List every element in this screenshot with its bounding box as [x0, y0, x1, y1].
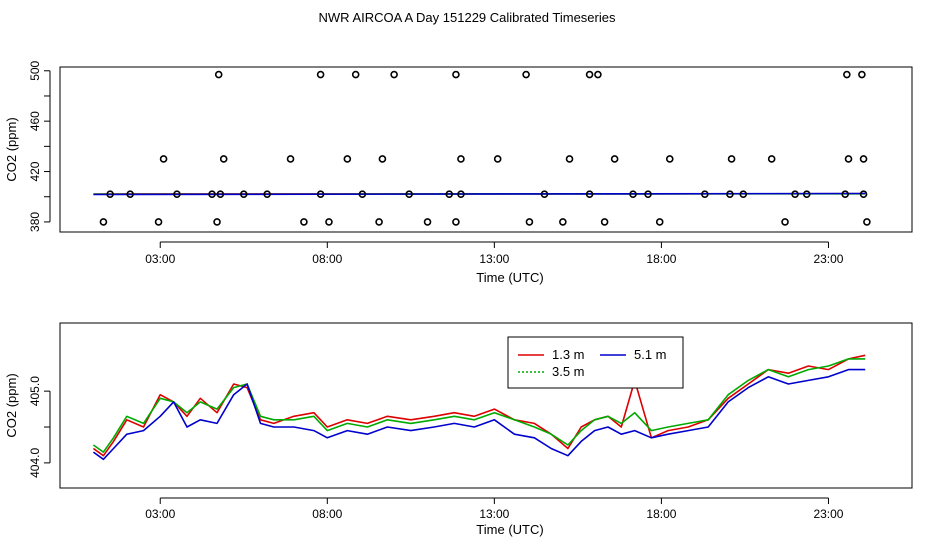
data-point — [859, 155, 868, 163]
data-point — [522, 70, 530, 79]
data-point — [701, 190, 709, 199]
data-point — [106, 190, 114, 199]
series-line-5-1-m — [92, 368, 866, 461]
data-point — [844, 155, 853, 163]
y-tick-label: 500 — [28, 60, 42, 80]
x-tick-label: 18:00 — [646, 507, 676, 521]
x-tick-label: 03:00 — [145, 252, 175, 266]
data-point — [358, 190, 367, 199]
y-tick-label: 460 — [28, 111, 42, 131]
y-tick-label: 404.0 — [28, 448, 42, 478]
x-tick-label: 13:00 — [479, 507, 509, 521]
data-point — [452, 70, 460, 79]
data-point — [841, 190, 849, 199]
data-point — [594, 70, 602, 79]
data-point — [375, 218, 383, 226]
series-line-3-5-m — [92, 358, 866, 453]
x-tick-label: 23:00 — [813, 252, 843, 266]
legend-box — [507, 336, 684, 389]
x-tick-label: 18:00 — [646, 252, 676, 266]
data-point — [565, 155, 574, 163]
data-point — [213, 218, 221, 226]
data-point — [781, 218, 789, 226]
data-point — [802, 190, 811, 199]
data-point — [791, 190, 799, 199]
data-point — [525, 218, 534, 226]
y-axis-label: CO2 (ppm) — [4, 117, 19, 181]
data-point — [629, 190, 637, 199]
legend-label: 3.5 m — [552, 364, 585, 379]
data-point — [159, 155, 168, 163]
y-tick-label: 420 — [28, 161, 42, 181]
data-point — [214, 70, 223, 79]
figure-title: NWR AIRCOA A Day 151229 Calibrated Times… — [319, 10, 616, 25]
x-axis-label: Time (UTC) — [476, 270, 543, 285]
data-point — [219, 155, 228, 163]
data-point — [452, 218, 460, 226]
data-point — [644, 190, 652, 199]
plot-frame — [59, 66, 913, 233]
data-point — [843, 70, 851, 79]
x-tick-label: 23:00 — [813, 507, 843, 521]
data-point — [726, 190, 734, 199]
x-axis-label: Time (UTC) — [476, 522, 543, 537]
data-point — [600, 218, 609, 226]
y-axis-label: CO2 (ppm) — [4, 373, 19, 437]
data-point — [126, 190, 134, 199]
data-point — [99, 218, 108, 226]
y-tick-label: 405.0 — [28, 376, 42, 406]
data-point — [739, 190, 748, 199]
y-tick-label: 380 — [28, 212, 42, 232]
data-point — [208, 190, 216, 199]
data-point — [610, 155, 619, 163]
data-point — [239, 190, 248, 199]
data-point — [540, 190, 549, 199]
x-tick-label: 13:00 — [479, 252, 509, 266]
legend-label: 1.3 m — [552, 347, 585, 362]
data-point — [767, 155, 776, 163]
data-point — [457, 190, 465, 199]
data-point — [316, 190, 325, 199]
data-point — [655, 218, 664, 226]
data-point — [351, 70, 360, 79]
x-tick-label: 08:00 — [312, 507, 342, 521]
data-point — [585, 70, 594, 79]
data-point — [325, 218, 333, 226]
data-point — [316, 70, 325, 79]
data-point — [445, 190, 454, 199]
data-point — [665, 155, 674, 163]
data-point — [859, 190, 868, 199]
data-point — [390, 70, 398, 79]
data-point — [286, 155, 295, 163]
data-point — [423, 218, 432, 226]
data-point — [343, 155, 352, 163]
bottom-panel: 03:00 08:00 13:00 18:00 23:00 Time (UTC) 404.0… — [4, 322, 913, 537]
x-tick-label: 03:00 — [145, 507, 175, 521]
data-point — [858, 70, 866, 79]
plot-frame — [59, 322, 913, 489]
data-point — [378, 155, 387, 163]
data-point — [727, 155, 736, 163]
data-point — [457, 155, 465, 163]
legend: 1.3 m 3.5 m 5.1 m — [507, 336, 684, 389]
x-tick-label: 08:00 — [312, 252, 342, 266]
data-point — [216, 190, 225, 199]
data-point — [154, 218, 163, 226]
legend-label: 5.1 m — [634, 347, 667, 362]
data-point — [405, 190, 413, 199]
data-point — [173, 190, 181, 199]
top-panel: 03:00 08:00 13:00 18:00 23:00 Time (UTC) 380 42… — [4, 60, 913, 285]
data-point — [263, 190, 271, 199]
data-point — [300, 218, 308, 226]
series-line-5-1-m — [93, 192, 866, 196]
data-point — [493, 155, 502, 163]
data-point — [559, 218, 567, 226]
data-point — [585, 190, 594, 199]
data-point — [863, 218, 871, 226]
